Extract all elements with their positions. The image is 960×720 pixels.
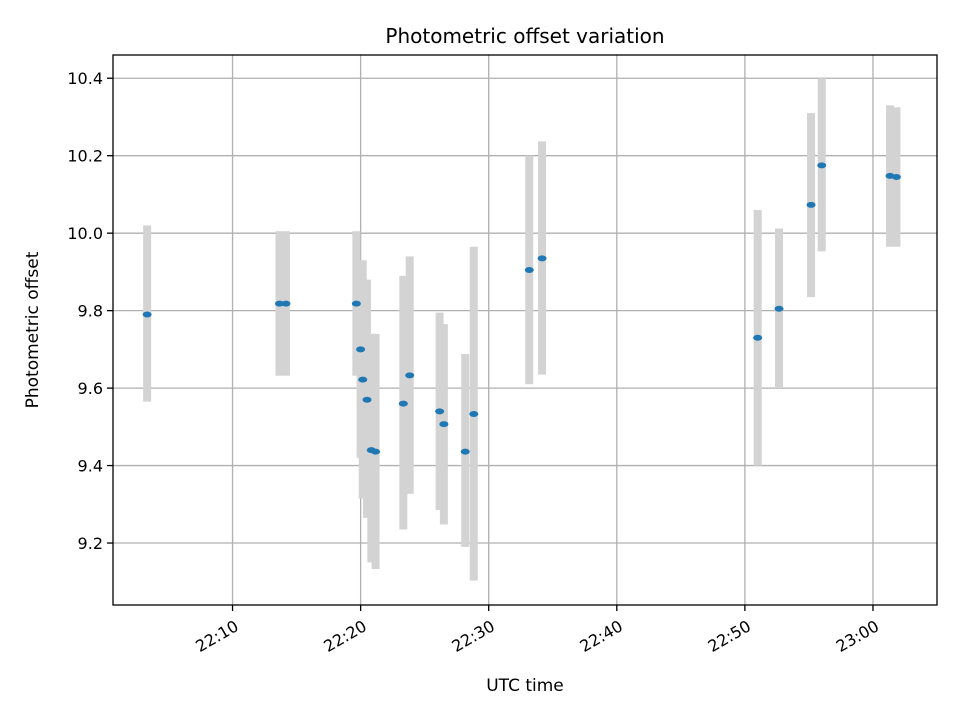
data-point (362, 396, 372, 403)
data-point (142, 311, 152, 318)
chart-title: Photometric offset variation (385, 24, 664, 48)
point-layer (142, 162, 901, 455)
y-tick-label: 9.4 (78, 457, 103, 476)
data-point (371, 448, 381, 455)
data-point (537, 255, 547, 262)
data-point (469, 411, 479, 418)
data-point (806, 201, 816, 208)
data-point (460, 448, 470, 455)
data-point (439, 421, 449, 428)
data-point (398, 400, 408, 407)
y-tick-label: 9.2 (78, 534, 103, 553)
data-point (356, 346, 366, 353)
y-tick-label: 9.6 (78, 379, 103, 398)
data-point (281, 300, 291, 307)
data-point (524, 266, 534, 273)
y-tick-label: 9.8 (78, 302, 103, 321)
y-axis-label: Photometric offset (23, 251, 43, 408)
data-point (774, 305, 784, 312)
plot-frame (112, 54, 938, 606)
data-point (351, 300, 361, 307)
x-axis-label: UTC time (486, 676, 564, 696)
y-tick-label: 10.2 (67, 147, 103, 166)
data-point (435, 408, 445, 415)
data-point (753, 334, 763, 341)
data-point (275, 300, 285, 307)
data-point (405, 372, 415, 379)
y-tick-label: 10.4 (67, 69, 103, 88)
data-point (891, 174, 901, 181)
y-tick-label: 10.0 (67, 224, 103, 243)
data-point (817, 162, 827, 169)
data-point (358, 376, 368, 383)
